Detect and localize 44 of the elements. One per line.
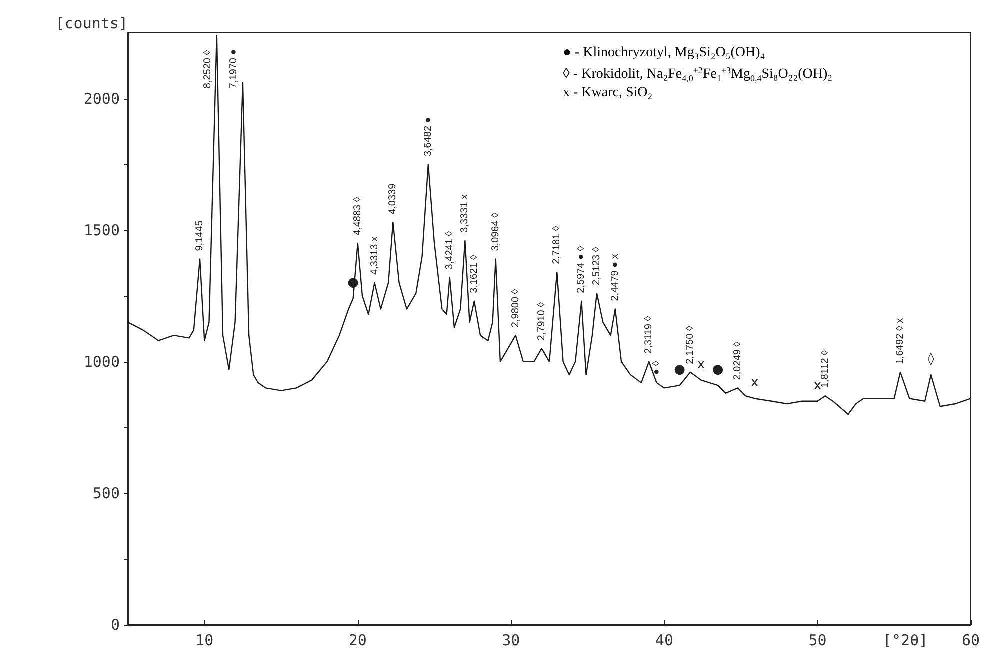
y-tick-label: 1500 (84, 221, 120, 240)
annotation: x (751, 376, 760, 391)
annotation: 8,2520 ◊ (202, 50, 214, 89)
annotation: 7,1970 ● (228, 49, 240, 89)
x-tick-label: 50 (808, 632, 827, 650)
annotation: 2,5974 ● ◊ (576, 246, 588, 294)
x-tick-label: 10 (196, 632, 214, 650)
annotation: 2,5123 ◊ (592, 247, 603, 286)
annotation: 3,4241 ◊ (444, 231, 456, 270)
y-tick-label: 0 (110, 616, 120, 634)
annotation: 1,8112 ◊ (820, 350, 831, 388)
annotation: 2,3119 ◊ (644, 316, 655, 354)
x-tick-label: 30 (502, 632, 520, 650)
annotation: 3,6482 ● (422, 117, 434, 157)
annotation: 9,1445 (194, 220, 206, 252)
annotation: 1,6492 ◊ x (894, 318, 906, 364)
x-tick-label: 20 (348, 632, 367, 650)
annotation: x (697, 357, 706, 372)
annotation: 3,0964 ◊ (490, 212, 502, 252)
annotation: ● - Klinochryzotyl, Mg₃Si₂O₅(OH)₄ (563, 46, 766, 60)
annotation: 2,9800 ◊ (510, 289, 522, 328)
y-tick-label: 1000 (84, 352, 120, 371)
annotation: 2,7181 ◊ (552, 226, 563, 264)
annotation: ● (674, 362, 686, 378)
annotation: x - Kwarc, SiO₂ (563, 86, 653, 100)
annotation: ● (712, 362, 724, 378)
annotation: ● ◊ (651, 361, 662, 375)
annotation: 2,4479 ● x (610, 254, 621, 302)
annotation: 4,4883 ◊ (352, 197, 364, 236)
x-tick-label: 40 (655, 632, 674, 650)
y-tick-label: 500 (92, 484, 120, 502)
y-axis-title: [counts] (56, 14, 128, 32)
annotation: x (814, 378, 822, 394)
x-tick-label: 60 (962, 632, 980, 650)
annotation: 4,0339 (388, 183, 399, 214)
annotation: 3,3331 x (460, 194, 471, 233)
annotation: 3,1621 ◊ (468, 255, 480, 294)
x-axis-title: [°2θ] (883, 632, 928, 650)
annotation: 4,3313 x (369, 236, 380, 275)
annotation: 2,1750 ◊ (685, 326, 696, 364)
annotation: 2,0249 ◊ (732, 342, 744, 380)
annotation: 2,7910 ◊ (536, 302, 548, 341)
annotation: ◊ (928, 352, 935, 368)
y-tick-label: 2000 (84, 90, 120, 108)
